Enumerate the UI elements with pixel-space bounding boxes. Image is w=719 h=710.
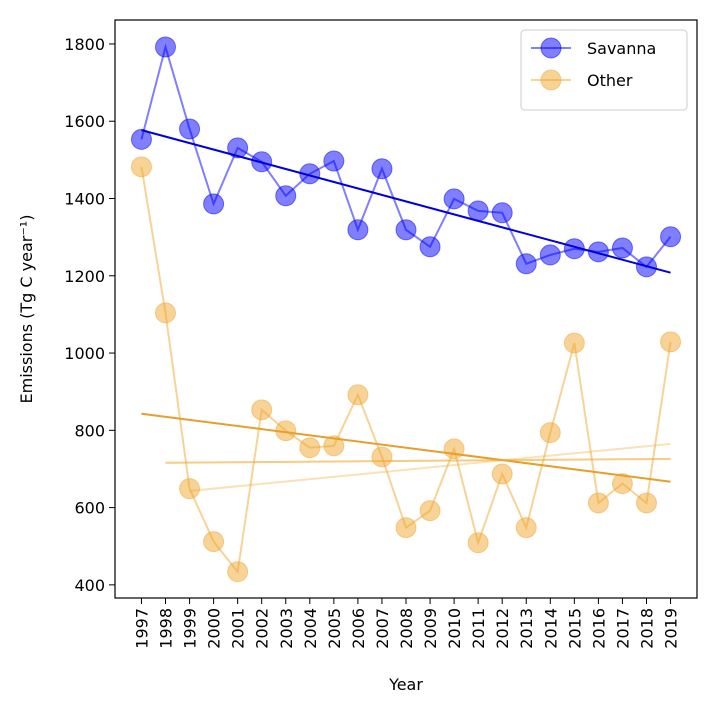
- legend-marker: [540, 37, 562, 59]
- x-tick-label: 2007: [373, 608, 392, 649]
- point: [467, 532, 489, 554]
- x-tick-label: 2010: [445, 608, 464, 649]
- legend-box: [520, 29, 688, 111]
- point: [203, 531, 225, 553]
- x-tick-label: 2017: [613, 608, 632, 649]
- point: [155, 36, 177, 58]
- point: [635, 492, 657, 514]
- y-tick-label: 1600: [64, 112, 105, 131]
- x-tick-label: 2008: [397, 608, 416, 649]
- trend-line: [165, 457, 671, 464]
- y-tick-label: 1200: [64, 267, 105, 286]
- x-tick-label: 2014: [541, 608, 560, 649]
- trend-line: [189, 442, 671, 492]
- point: [515, 517, 537, 539]
- point: [179, 478, 201, 500]
- point: [660, 226, 682, 248]
- point: [491, 202, 513, 224]
- point: [515, 253, 537, 275]
- point: [299, 437, 321, 459]
- point: [323, 435, 345, 457]
- point: [611, 237, 633, 259]
- point: [491, 463, 513, 485]
- x-tick-label: 2000: [205, 608, 224, 649]
- point: [203, 193, 225, 215]
- trend-line: [141, 129, 671, 274]
- point: [179, 118, 201, 140]
- point: [395, 219, 417, 241]
- y-tick-label: 800: [74, 421, 105, 440]
- x-tick-label: 2018: [637, 608, 656, 649]
- plot-frame: [114, 19, 698, 599]
- x-axis-label: Year: [388, 675, 423, 694]
- point: [347, 219, 369, 241]
- point: [587, 492, 609, 514]
- y-tick-label: 1800: [64, 35, 105, 54]
- x-tick-label: 1997: [132, 608, 151, 649]
- trend-line: [141, 412, 671, 483]
- x-tick-label: 2015: [565, 608, 584, 649]
- x-tick-label: 1999: [181, 608, 200, 649]
- x-tick-label: 2012: [493, 608, 512, 649]
- x-tick-label: 2016: [589, 608, 608, 649]
- point: [275, 185, 297, 207]
- x-tick-label: 2002: [253, 608, 272, 649]
- legend-label: Other: [587, 71, 633, 90]
- x-tick-label: 2009: [421, 608, 440, 649]
- point: [130, 128, 152, 150]
- x-tick-label: 2006: [349, 608, 368, 649]
- x-tick-label: 2003: [277, 608, 296, 649]
- x-tick-label: 2005: [325, 608, 344, 649]
- x-tick-label: 2019: [662, 608, 681, 649]
- point: [227, 137, 249, 159]
- x-tick-label: 2001: [229, 608, 248, 649]
- point: [371, 158, 393, 180]
- point: [395, 517, 417, 539]
- legend-marker: [540, 69, 562, 91]
- x-tick-label: 2011: [469, 608, 488, 649]
- y-tick-label: 1400: [64, 190, 105, 209]
- point: [611, 473, 633, 495]
- y-tick-label: 1000: [64, 344, 105, 363]
- y-axis-label: Emissions (Tg C year⁻¹): [17, 215, 36, 404]
- legend-label: Savanna: [587, 39, 656, 58]
- point: [371, 446, 393, 468]
- point: [419, 500, 441, 522]
- point: [467, 200, 489, 222]
- point: [539, 422, 561, 444]
- point: [539, 244, 561, 266]
- y-tick-label: 400: [74, 576, 105, 595]
- x-tick-label: 2013: [517, 608, 536, 649]
- point: [323, 150, 345, 172]
- point: [227, 561, 249, 583]
- point: [443, 188, 465, 210]
- point: [130, 156, 152, 178]
- point: [660, 331, 682, 353]
- x-tick-label: 1998: [157, 608, 176, 649]
- point: [155, 302, 177, 324]
- y-tick-label: 600: [74, 499, 105, 518]
- x-tick-label: 2004: [301, 608, 320, 649]
- point: [419, 236, 441, 258]
- point: [347, 384, 369, 406]
- point: [251, 399, 273, 421]
- point: [443, 438, 465, 460]
- point: [587, 241, 609, 263]
- point: [563, 332, 585, 354]
